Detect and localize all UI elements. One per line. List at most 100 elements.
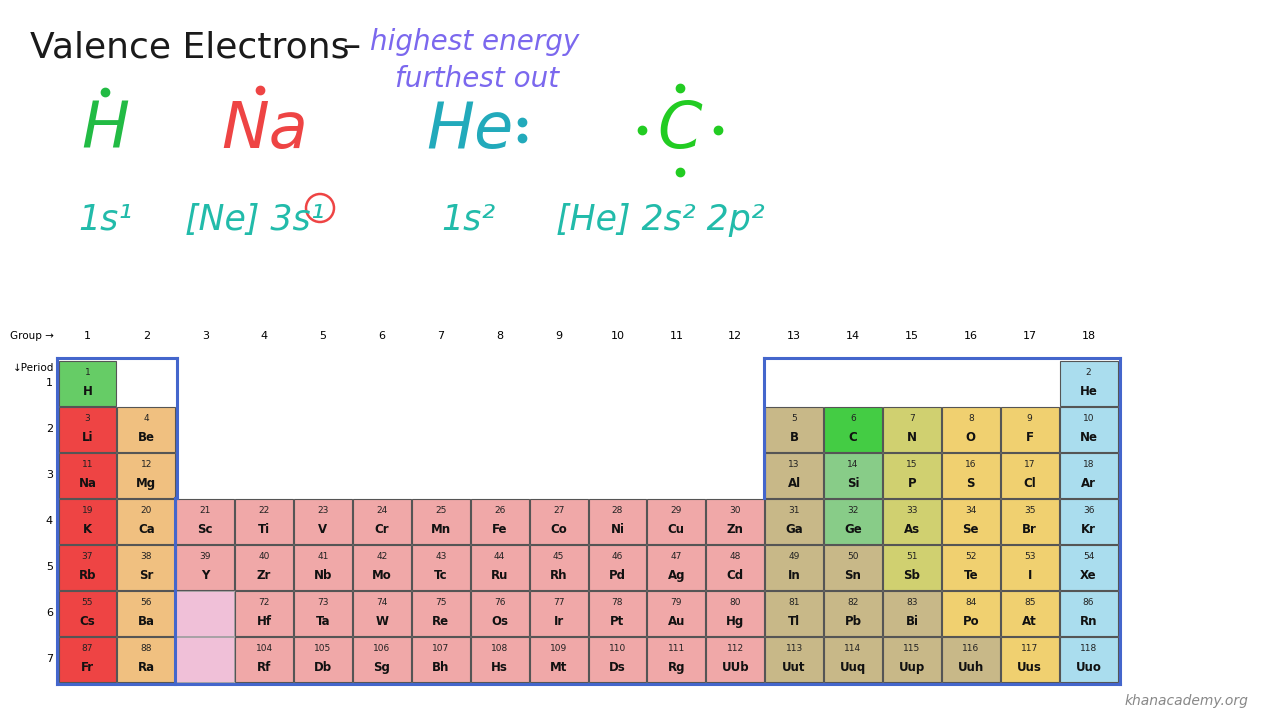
FancyBboxPatch shape [824,407,882,451]
FancyBboxPatch shape [294,636,352,682]
Text: Mt: Mt [550,661,567,674]
Text: 105: 105 [315,644,332,653]
Text: 74: 74 [376,598,388,608]
FancyBboxPatch shape [118,498,175,544]
Text: Uus: Uus [1018,661,1042,674]
Text: Ni: Ni [611,523,625,536]
Text: 3: 3 [202,331,209,341]
Text: Co: Co [550,523,567,536]
FancyBboxPatch shape [177,544,234,590]
FancyBboxPatch shape [177,590,234,636]
Text: Ar: Ar [1082,477,1096,490]
Text: 108: 108 [492,644,508,653]
FancyBboxPatch shape [412,636,470,682]
Text: Zr: Zr [257,569,271,582]
Text: 6: 6 [46,608,52,618]
FancyBboxPatch shape [824,590,882,636]
FancyBboxPatch shape [1001,498,1059,544]
Text: 72: 72 [259,598,270,608]
Text: O: O [966,431,975,444]
Text: 49: 49 [788,552,800,562]
Text: Cl: Cl [1023,477,1036,490]
FancyBboxPatch shape [294,498,352,544]
Text: W: W [375,615,388,628]
FancyBboxPatch shape [177,498,234,544]
Text: 31: 31 [788,506,800,516]
Text: Rn: Rn [1080,615,1097,628]
Text: 54: 54 [1083,552,1094,562]
FancyBboxPatch shape [236,590,293,636]
Text: 7: 7 [909,415,915,423]
Text: 84: 84 [965,598,977,608]
FancyBboxPatch shape [883,498,941,544]
Text: 86: 86 [1083,598,1094,608]
Text: –: – [342,30,360,64]
FancyBboxPatch shape [1060,544,1117,590]
FancyBboxPatch shape [471,636,529,682]
Text: 3: 3 [84,415,91,423]
Text: 4: 4 [46,516,52,526]
Text: Te: Te [964,569,978,582]
Text: 18: 18 [1083,460,1094,469]
FancyBboxPatch shape [942,407,1000,451]
Text: 5: 5 [46,562,52,572]
Text: 41: 41 [317,552,329,562]
Text: B: B [790,431,799,444]
Text: Br: Br [1023,523,1037,536]
Text: Sn: Sn [845,569,861,582]
Text: H: H [81,99,129,161]
Text: 82: 82 [847,598,859,608]
FancyBboxPatch shape [59,590,116,636]
FancyBboxPatch shape [353,590,411,636]
Text: Tl: Tl [788,615,800,628]
Text: Ga: Ga [785,523,803,536]
Text: 27: 27 [553,506,564,516]
Text: 9: 9 [1027,415,1033,423]
Text: Hg: Hg [726,615,745,628]
Text: 10: 10 [1083,415,1094,423]
Text: Fe: Fe [492,523,507,536]
Text: 43: 43 [435,552,447,562]
FancyBboxPatch shape [294,590,352,636]
Text: 11: 11 [82,460,93,469]
Text: Ne: Ne [1079,431,1097,444]
Text: 6: 6 [379,331,385,341]
FancyBboxPatch shape [530,636,588,682]
FancyBboxPatch shape [118,544,175,590]
Text: 2: 2 [143,331,150,341]
FancyBboxPatch shape [824,498,882,544]
Text: Hf: Hf [256,615,271,628]
Text: 7: 7 [438,331,444,341]
Text: Kr: Kr [1082,523,1096,536]
Text: Uut: Uut [782,661,806,674]
FancyBboxPatch shape [59,498,116,544]
Text: 53: 53 [1024,552,1036,562]
Text: 25: 25 [435,506,447,516]
Text: 106: 106 [374,644,390,653]
Text: 23: 23 [317,506,329,516]
Text: 14: 14 [847,460,859,469]
FancyBboxPatch shape [824,636,882,682]
FancyBboxPatch shape [118,636,175,682]
FancyBboxPatch shape [177,636,234,682]
FancyBboxPatch shape [589,636,646,682]
Text: As: As [904,523,920,536]
Text: Cu: Cu [668,523,685,536]
Text: Re: Re [433,615,449,628]
Text: 52: 52 [965,552,977,562]
Text: 1s²: 1s² [440,203,495,237]
Text: 13: 13 [788,460,800,469]
FancyBboxPatch shape [589,590,646,636]
Text: 8: 8 [497,331,503,341]
Text: C: C [658,99,703,161]
FancyBboxPatch shape [765,544,823,590]
FancyBboxPatch shape [530,590,588,636]
Text: Mg: Mg [136,477,156,490]
FancyBboxPatch shape [1060,452,1117,498]
FancyBboxPatch shape [1001,636,1059,682]
FancyBboxPatch shape [294,544,352,590]
Text: C: C [849,431,858,444]
Text: 116: 116 [963,644,979,653]
Text: 111: 111 [668,644,685,653]
Text: Ge: Ge [844,523,861,536]
